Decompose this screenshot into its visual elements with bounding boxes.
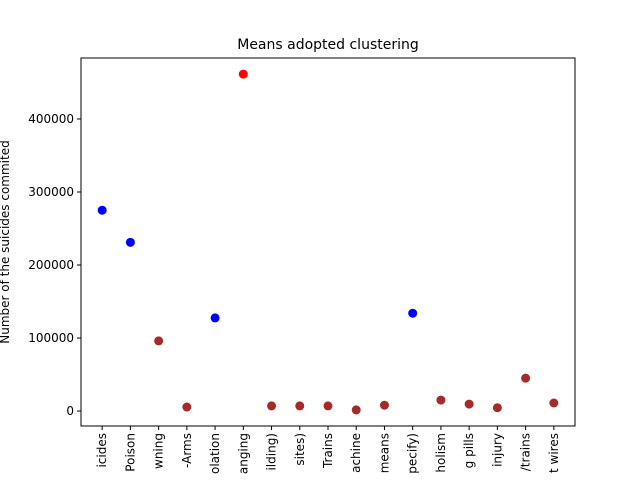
x-tick-label: olation <box>208 433 222 474</box>
x-tick-label: Trains <box>321 433 335 469</box>
x-tick-label: achine <box>349 433 363 473</box>
point <box>267 401 277 411</box>
point <box>323 401 333 411</box>
point <box>379 400 389 410</box>
point <box>210 313 220 323</box>
point <box>549 398 559 408</box>
x-tick-label: ilding) <box>265 433 279 471</box>
x-tick-label: anging <box>236 433 250 474</box>
y-axis-label: Number of the suicides commited <box>0 140 12 343</box>
x-tick-label: icides <box>95 433 109 468</box>
point <box>182 402 192 412</box>
x-tick-label: holism <box>434 433 448 473</box>
point <box>408 308 418 318</box>
x-tick-label: means <box>377 433 391 473</box>
x-tick-label: wning <box>152 433 166 469</box>
y-tick-label: 300000 <box>28 185 74 199</box>
x-tick-label: injury <box>490 433 504 467</box>
point <box>351 405 361 415</box>
point <box>238 69 248 79</box>
x-tick-label: pecify) <box>406 433 420 474</box>
point <box>295 401 305 411</box>
y-tick-label: 0 <box>66 404 74 418</box>
x-tick-label: t wires <box>547 433 561 473</box>
x-tick-label: Poison <box>123 433 137 472</box>
point <box>464 399 474 409</box>
point <box>125 237 135 247</box>
point <box>492 403 502 413</box>
point <box>154 336 164 346</box>
x-tick-label: sites) <box>293 433 307 466</box>
y-tick-label: 200000 <box>28 258 74 272</box>
y-tick-label: 100000 <box>28 331 74 345</box>
chart-title: Means adopted clustering <box>237 37 419 53</box>
point <box>97 205 107 215</box>
plot-frame <box>80 57 576 427</box>
point <box>436 395 446 405</box>
x-tick-label: g pills <box>462 433 476 468</box>
x-tick-label: -Arms <box>180 433 194 468</box>
y-tick-label: 400000 <box>28 112 74 126</box>
x-tick-label: /trains <box>519 433 533 471</box>
point <box>521 373 531 383</box>
